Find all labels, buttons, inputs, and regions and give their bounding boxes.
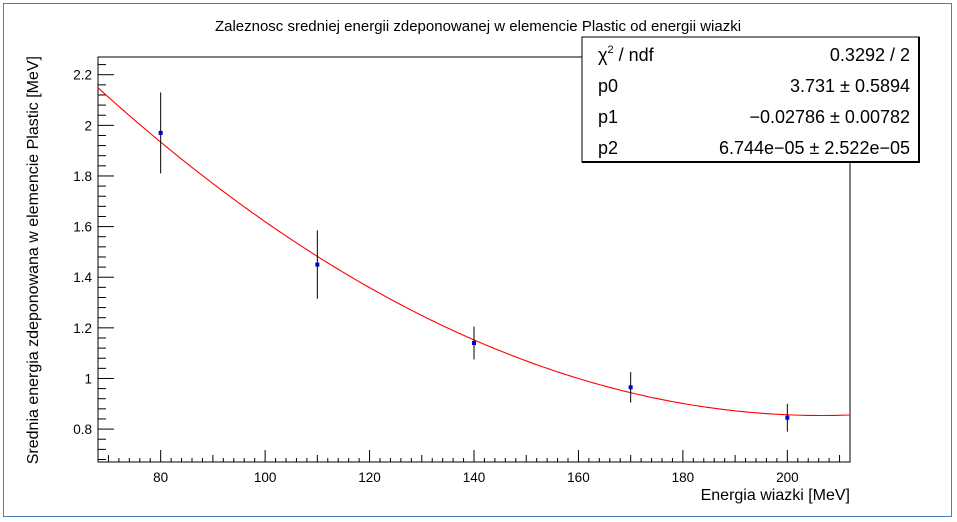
data-point — [158, 130, 163, 135]
y-tick-label: 1.8 — [73, 169, 92, 184]
canvas-frame: Zaleznosc sredniej energii zdeponowanej … — [3, 3, 952, 517]
stat-label-chi2: χ2 / ndf — [598, 44, 655, 65]
data-point — [628, 385, 633, 390]
data-series — [158, 92, 790, 432]
data-point — [472, 341, 476, 346]
data-point — [785, 415, 790, 420]
y-tick-label: 2 — [84, 118, 92, 133]
y-tick-label: 1.2 — [73, 321, 92, 336]
stat-label-p0: p0 — [598, 76, 618, 96]
stat-value-p2: 6.744e−05 ± 2.522e−05 — [719, 138, 910, 158]
y-tick-label: 1.4 — [73, 270, 92, 285]
y-tick-label: 1.6 — [73, 220, 92, 235]
stat-value-p0: 3.731 ± 0.5894 — [790, 76, 910, 96]
y-axis — [98, 64, 114, 460]
x-axis — [97, 450, 851, 462]
x-tick-label: 80 — [153, 470, 168, 485]
stat-value-chi2: 0.3292 / 2 — [830, 45, 910, 65]
stat-label-p2: p2 — [598, 138, 618, 158]
chart: Zaleznosc sredniej energii zdeponowanej … — [25, 18, 920, 504]
chart-title: Zaleznosc sredniej energii zdeponowanej … — [215, 18, 741, 35]
x-tick-label: 200 — [776, 470, 799, 485]
data-point — [315, 262, 320, 267]
x-tick-label: 100 — [254, 470, 277, 485]
x-tick-label: 160 — [567, 470, 590, 485]
y-tick-labels: 0.8 1 1.2 1.4 1.6 1.8 2 2.2 — [73, 68, 92, 437]
y-tick-label: 1 — [84, 371, 92, 386]
y-tick-label: 0.8 — [73, 422, 92, 437]
y-tick-label: 2.2 — [73, 68, 92, 83]
x-tick-label: 140 — [463, 470, 486, 485]
fit-stats-box: χ2 / ndf 0.3292 / 2 p0 3.731 ± 0.5894 p1… — [581, 36, 920, 163]
y-axis-title: Srednia energia zdeponowana w elemencie … — [25, 56, 42, 464]
stat-label-p1: p1 — [598, 107, 618, 127]
x-axis-title: Energia wiazki [MeV] — [701, 487, 850, 504]
stat-value-p1: −0.02786 ± 0.00782 — [749, 107, 910, 127]
stats-box-border — [581, 36, 920, 163]
x-tick-label: 180 — [672, 470, 695, 485]
x-tick-labels: 80 100 120 140 160 180 200 — [153, 470, 798, 485]
x-tick-label: 120 — [358, 470, 381, 485]
